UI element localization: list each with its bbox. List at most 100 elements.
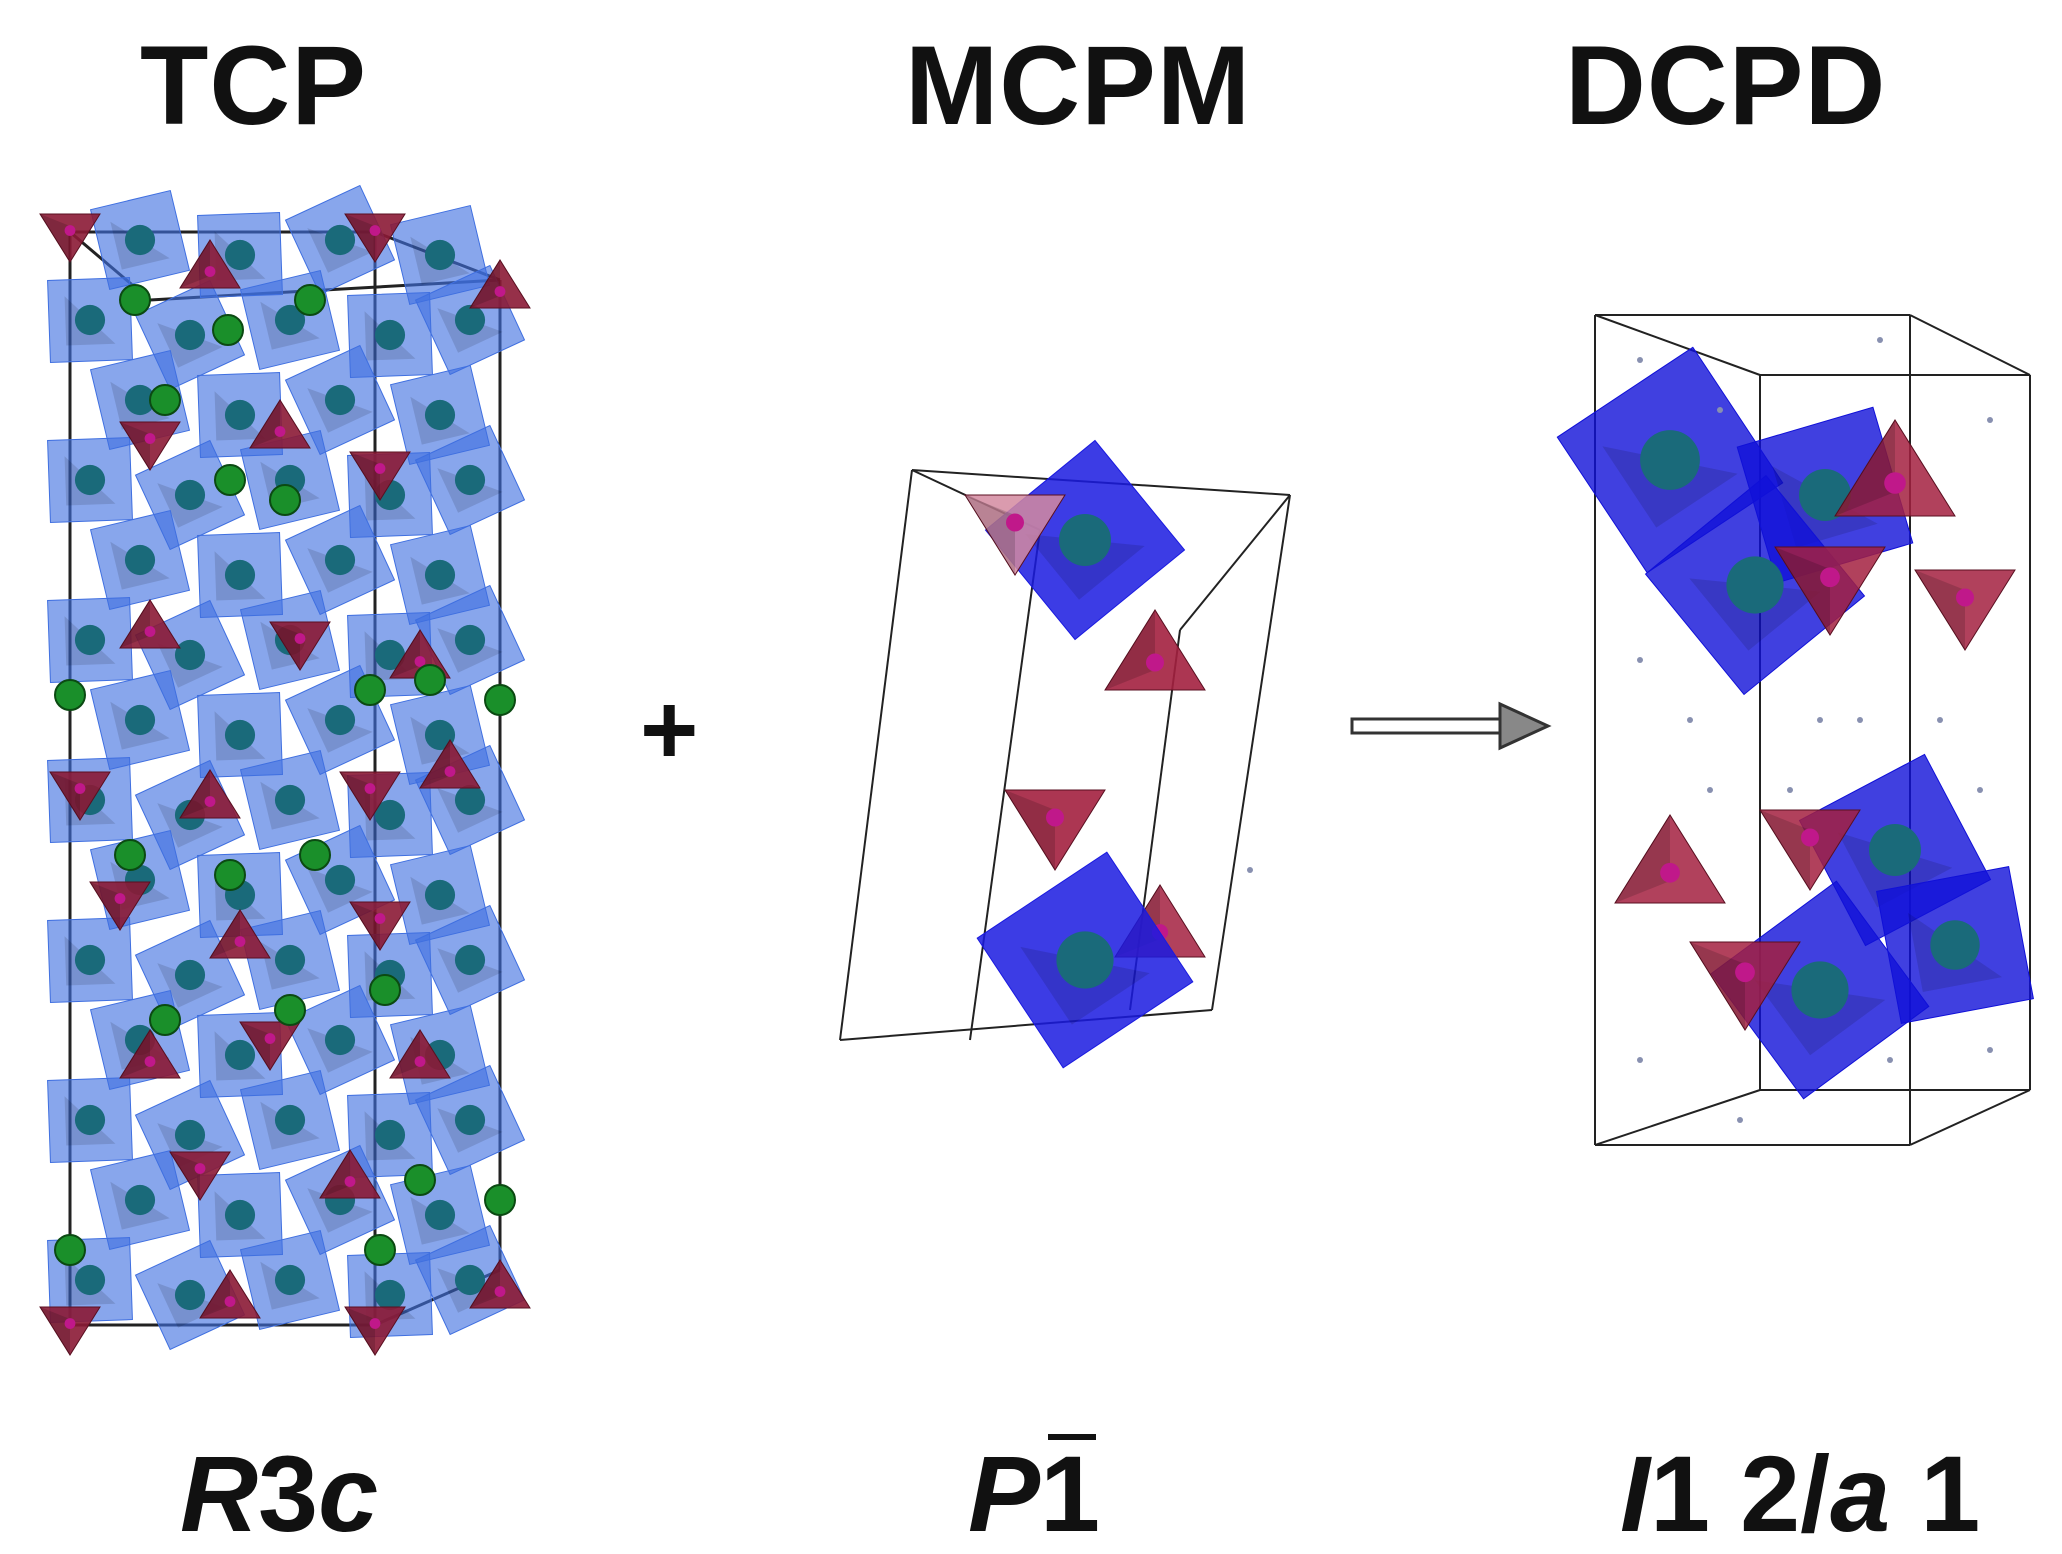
- tetrahedron-face: [200, 1270, 230, 1318]
- phosphorus-atom: [374, 913, 386, 924]
- tetrahedron: [119, 421, 181, 471]
- metal-atom: [324, 224, 356, 256]
- metal-atom: [174, 1119, 206, 1151]
- tcp-space-group: R3c: [180, 1440, 378, 1548]
- cell-edge: [1909, 1089, 2031, 1146]
- tetrahedron-face: [50, 772, 80, 820]
- hydrogen-atom: [1717, 407, 1723, 413]
- hydrogen-atom: [1987, 1047, 1993, 1053]
- metal-atom: [1059, 514, 1111, 566]
- metal-atom: [454, 464, 486, 496]
- tetrahedron: [349, 901, 411, 951]
- metal-atom: [174, 639, 206, 671]
- tetrahedron: [239, 1021, 301, 1071]
- tetrahedron: [1759, 809, 1861, 891]
- metal-atom: [374, 1279, 406, 1311]
- metal-atom: [224, 719, 256, 751]
- cell-edge: [969, 529, 1041, 1041]
- metal-atom: [374, 799, 406, 831]
- metal-atom: [274, 304, 306, 336]
- tetrahedron-face: [1915, 570, 1965, 650]
- tetrahedron: [1614, 814, 1726, 904]
- metal-atom: [274, 1104, 306, 1136]
- phosphorus-atom: [369, 1318, 381, 1329]
- phosphorus-atom: [274, 426, 286, 437]
- calcium-atom: [364, 1234, 396, 1266]
- hydrogen-atom: [1637, 657, 1643, 663]
- tetrahedron: [1774, 546, 1886, 636]
- phosphorus-atom: [1956, 588, 1974, 607]
- calcium-atom: [414, 664, 446, 696]
- tetrahedron-face: [965, 495, 1015, 575]
- tetrahedron: [39, 1306, 101, 1356]
- metal-atom: [224, 1199, 256, 1231]
- tetrahedron: [349, 451, 411, 501]
- cell-edge: [1179, 494, 1291, 631]
- tetrahedron-face: [350, 452, 380, 500]
- tetrahedron-face: [180, 240, 210, 288]
- phosphorus-atom: [1006, 513, 1024, 532]
- tetrahedron: [199, 1269, 261, 1319]
- dcpd-title: DCPD: [1565, 23, 1887, 148]
- calcium-atom: [354, 674, 386, 706]
- tetrahedron: [249, 399, 311, 449]
- metal-atom: [74, 464, 106, 496]
- calcium-atom: [369, 974, 401, 1006]
- calcium-atom: [54, 679, 86, 711]
- cell-edge: [1594, 1089, 1761, 1146]
- metal-atom: [454, 304, 486, 336]
- metal-atom: [274, 784, 306, 816]
- metal-atom: [1799, 469, 1851, 521]
- tetrahedron-face: [40, 214, 70, 262]
- calcium-atom: [274, 994, 306, 1026]
- tetrahedron-face: [120, 422, 150, 470]
- metal-atom: [424, 1199, 456, 1231]
- calcium-atom: [484, 1184, 516, 1216]
- tetrahedron-face: [390, 630, 420, 678]
- calcium-atom: [149, 384, 181, 416]
- metal-atom: [424, 399, 456, 431]
- plus-sign: +: [640, 674, 699, 786]
- metal-atom: [74, 304, 106, 336]
- tetrahedron-face: [120, 1030, 150, 1078]
- phosphorus-atom: [144, 1056, 156, 1067]
- tetrahedron: [344, 213, 406, 263]
- hydrogen-atom: [1887, 1057, 1893, 1063]
- metal-atom: [424, 239, 456, 271]
- phosphorus-atom: [494, 286, 506, 297]
- tetrahedron: [964, 494, 1066, 576]
- tetrahedron-face: [1005, 790, 1055, 870]
- metal-atom: [454, 944, 486, 976]
- tetrahedron-face: [470, 1260, 500, 1308]
- octahedron-face: [1689, 578, 1821, 651]
- calcium-atom: [212, 314, 244, 346]
- calcium-atom: [214, 859, 246, 891]
- tetrahedron: [49, 771, 111, 821]
- tetrahedron: [1104, 609, 1206, 691]
- tetrahedron-face: [1835, 420, 1895, 516]
- metal-atom: [224, 559, 256, 591]
- right-arrow-icon: [1350, 701, 1552, 751]
- metal-atom: [74, 1264, 106, 1296]
- hydrogen-atom: [1857, 717, 1863, 723]
- tetrahedron: [1689, 941, 1801, 1031]
- tetrahedron-face: [340, 772, 370, 820]
- hydrogen-atom: [1637, 357, 1643, 363]
- tetrahedron-face: [470, 260, 500, 308]
- tetrahedron: [344, 1306, 406, 1356]
- metal-atom: [124, 1184, 156, 1216]
- metal-atom: [174, 1279, 206, 1311]
- octahedron-face: [1025, 534, 1145, 600]
- tetrahedron-face: [1615, 815, 1670, 903]
- phosphorus-atom: [369, 225, 381, 236]
- phosphorus-atom: [144, 433, 156, 444]
- metal-atom: [1640, 430, 1700, 490]
- metal-atom: [274, 1264, 306, 1296]
- phosphorus-atom: [294, 633, 306, 644]
- phosphorus-atom: [204, 266, 216, 277]
- dcpd-unit-cell: [1247, 314, 2034, 1146]
- metal-atom: [454, 1264, 486, 1296]
- hydrogen-atom: [1937, 717, 1943, 723]
- tetrahedron-face: [420, 740, 450, 788]
